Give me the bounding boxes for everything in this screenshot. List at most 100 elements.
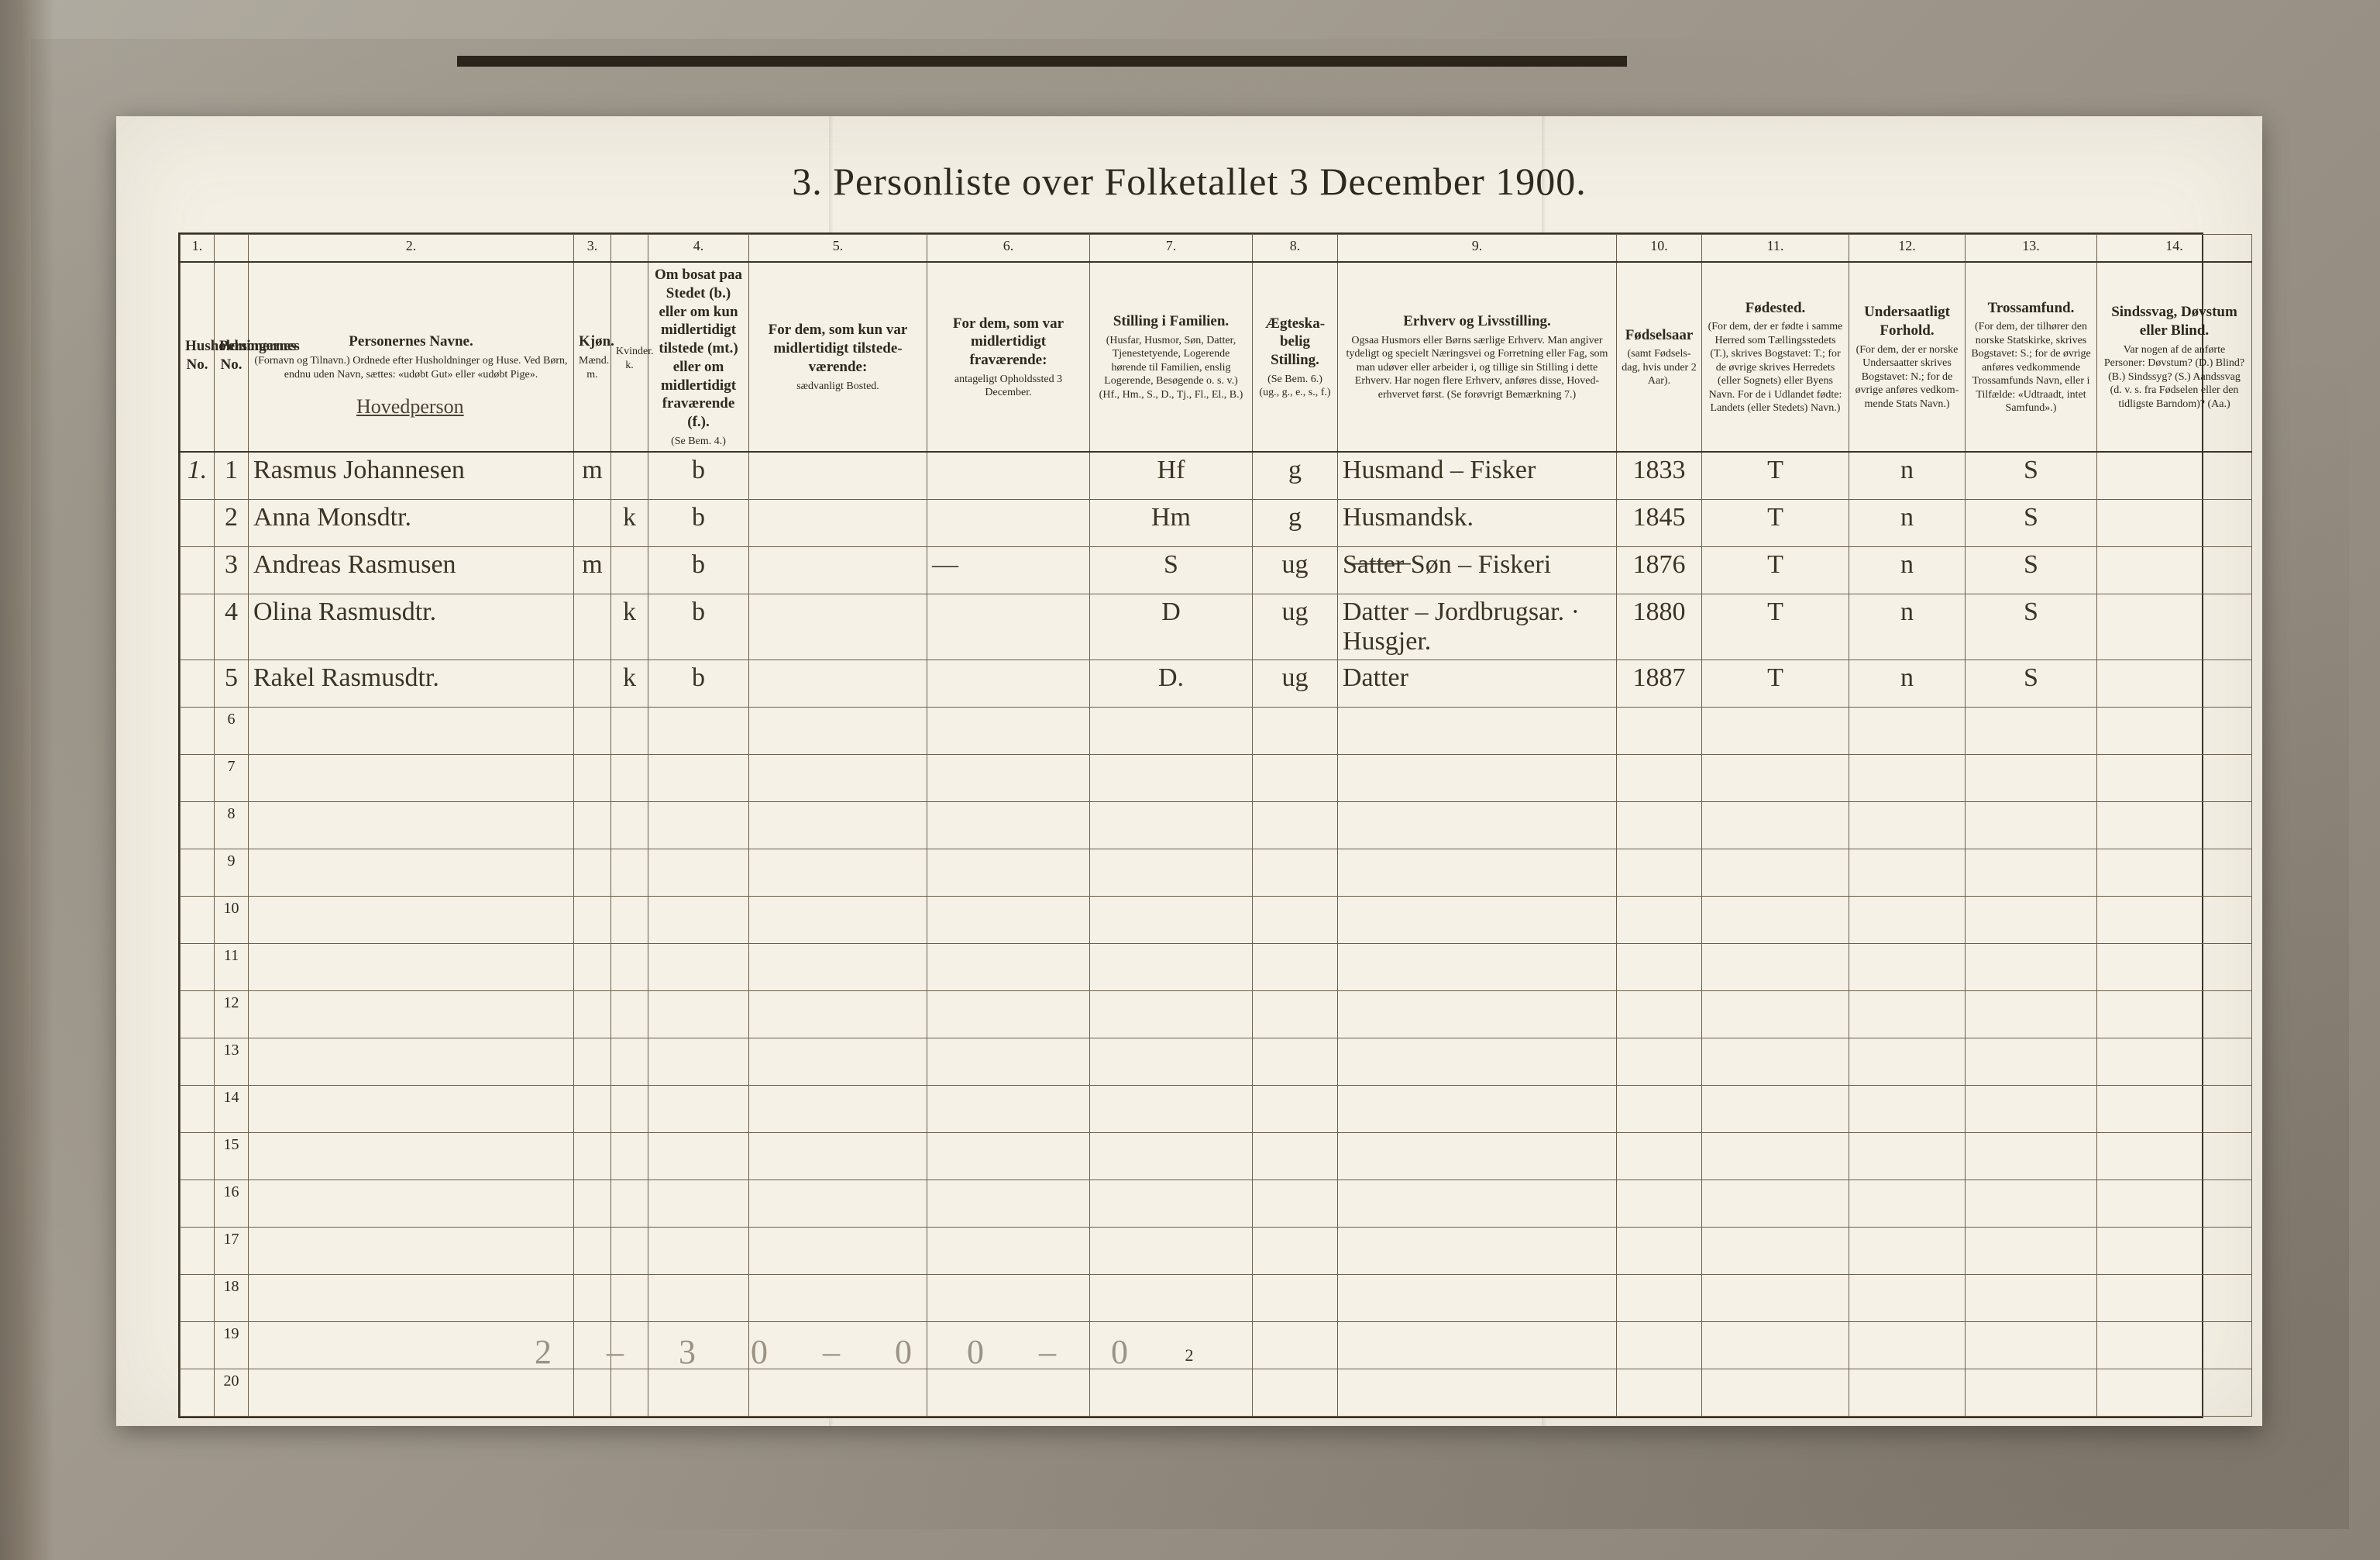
cell-tros <box>1966 849 2097 897</box>
cell-aegte: g <box>1253 500 1338 547</box>
cell-tros: S <box>1966 594 2097 660</box>
cell-fodested <box>1702 849 1849 897</box>
cell-tilstede <box>749 944 927 991</box>
cell-stilling: D. <box>1090 660 1253 708</box>
cell-bosat <box>648 1369 749 1417</box>
cell-tros <box>1966 897 2097 944</box>
cell-erhverv <box>1338 802 1617 849</box>
cell-no: 18 <box>215 1275 249 1322</box>
cell-stilling <box>1090 897 1253 944</box>
cell-no: 16 <box>215 1180 249 1228</box>
cell-undersaat: n <box>1849 500 1966 547</box>
column-header-fravaer: For dem, som var midlertidigt fraværende… <box>927 262 1090 452</box>
cell-undersaat: n <box>1849 594 1966 660</box>
cell-faar: 1876 <box>1617 547 1702 594</box>
cell-sex_k <box>611 452 648 500</box>
cell-name <box>249 1369 574 1417</box>
cell-tilstede <box>749 594 927 660</box>
binding-strip <box>457 56 1627 67</box>
cell-stilling <box>1090 1038 1253 1086</box>
cell-no: 7 <box>215 755 249 802</box>
cell-sinds <box>2097 1038 2252 1086</box>
cell-fodested <box>1702 897 1849 944</box>
column-number: 5. <box>749 235 927 263</box>
cell-fodested <box>1702 1133 1849 1180</box>
cell-sinds <box>2097 660 2252 708</box>
cell-hh <box>181 1228 215 1275</box>
cell-tilstede <box>749 991 927 1038</box>
cell-aegte: ug <box>1253 547 1338 594</box>
cell-no: 13 <box>215 1038 249 1086</box>
cell-fodested <box>1702 755 1849 802</box>
cell-undersaat: n <box>1849 452 1966 500</box>
cell-erhverv <box>1338 849 1617 897</box>
cell-tilstede <box>749 1275 927 1322</box>
cell-undersaat <box>1849 708 1966 755</box>
column-header-name: Personernes Navne.(Fornavn og Tilnavn.) … <box>249 262 574 452</box>
cell-no: 3 <box>215 547 249 594</box>
cell-faar <box>1617 1038 1702 1086</box>
cell-stilling <box>1090 849 1253 897</box>
table-row: 19 <box>181 1322 2252 1369</box>
cell-sex_m <box>574 897 611 944</box>
cell-tros <box>1966 1369 2097 1417</box>
cell-sex_k <box>611 1228 648 1275</box>
cell-hh <box>181 660 215 708</box>
census-table: 1.2.3.4.5.6.7.8.9.10.11.12.13.14. Hushol… <box>178 232 2203 1418</box>
cell-no: 11 <box>215 944 249 991</box>
cell-fodested <box>1702 944 1849 991</box>
cell-bosat <box>648 944 749 991</box>
cell-fravaer <box>927 1086 1090 1133</box>
cell-hh <box>181 1086 215 1133</box>
cell-hh <box>181 708 215 755</box>
cell-faar <box>1617 802 1702 849</box>
cell-aegte <box>1253 755 1338 802</box>
column-header-hh_no: Husholdningernes No. <box>181 262 215 452</box>
cell-bosat <box>648 991 749 1038</box>
cell-undersaat <box>1849 802 1966 849</box>
cell-fravaer <box>927 708 1090 755</box>
cell-fodested <box>1702 1038 1849 1086</box>
cell-name <box>249 1133 574 1180</box>
cell-sinds <box>2097 1133 2252 1180</box>
cell-undersaat <box>1849 991 1966 1038</box>
cell-sex_m <box>574 755 611 802</box>
cell-faar <box>1617 1133 1702 1180</box>
cell-sex_m <box>574 1369 611 1417</box>
cell-sinds <box>2097 755 2252 802</box>
cell-erhverv: S̶a̶t̶t̶e̶r̶ Søn – Fiskeri <box>1338 547 1617 594</box>
cell-sinds <box>2097 802 2252 849</box>
cell-hh <box>181 849 215 897</box>
column-header-erhverv: Erhverv og Livsstilling.Ogsaa Husmors el… <box>1338 262 1617 452</box>
cell-stilling <box>1090 1275 1253 1322</box>
cell-sex_k <box>611 849 648 897</box>
cell-aegte <box>1253 1322 1338 1369</box>
cell-tilstede <box>749 755 927 802</box>
cell-sinds <box>2097 500 2252 547</box>
column-number-row: 1.2.3.4.5.6.7.8.9.10.11.12.13.14. <box>181 235 2252 263</box>
cell-bosat: b <box>648 660 749 708</box>
cell-tros: S <box>1966 452 2097 500</box>
cell-stilling <box>1090 1086 1253 1133</box>
column-header-tros: Trossamfund.(For dem, der tilhører den n… <box>1966 262 2097 452</box>
cell-bosat <box>648 802 749 849</box>
cell-bosat: b <box>648 594 749 660</box>
cell-no: 14 <box>215 1086 249 1133</box>
cell-sex_k <box>611 944 648 991</box>
cell-fravaer <box>927 755 1090 802</box>
cell-undersaat: n <box>1849 547 1966 594</box>
cell-sinds <box>2097 1275 2252 1322</box>
column-header-row: Husholdningernes No.Personernes No.Perso… <box>181 262 2252 452</box>
cell-fravaer <box>927 660 1090 708</box>
cell-sex_m: m <box>574 452 611 500</box>
cell-undersaat <box>1849 1038 1966 1086</box>
cell-faar: 1880 <box>1617 594 1702 660</box>
cell-fodested <box>1702 708 1849 755</box>
cell-fravaer <box>927 1228 1090 1275</box>
cell-aegte <box>1253 1086 1338 1133</box>
cell-no: 19 <box>215 1322 249 1369</box>
cell-name <box>249 1038 574 1086</box>
cell-sex_k: k <box>611 660 648 708</box>
cell-tros <box>1966 1133 2097 1180</box>
cell-hh <box>181 944 215 991</box>
